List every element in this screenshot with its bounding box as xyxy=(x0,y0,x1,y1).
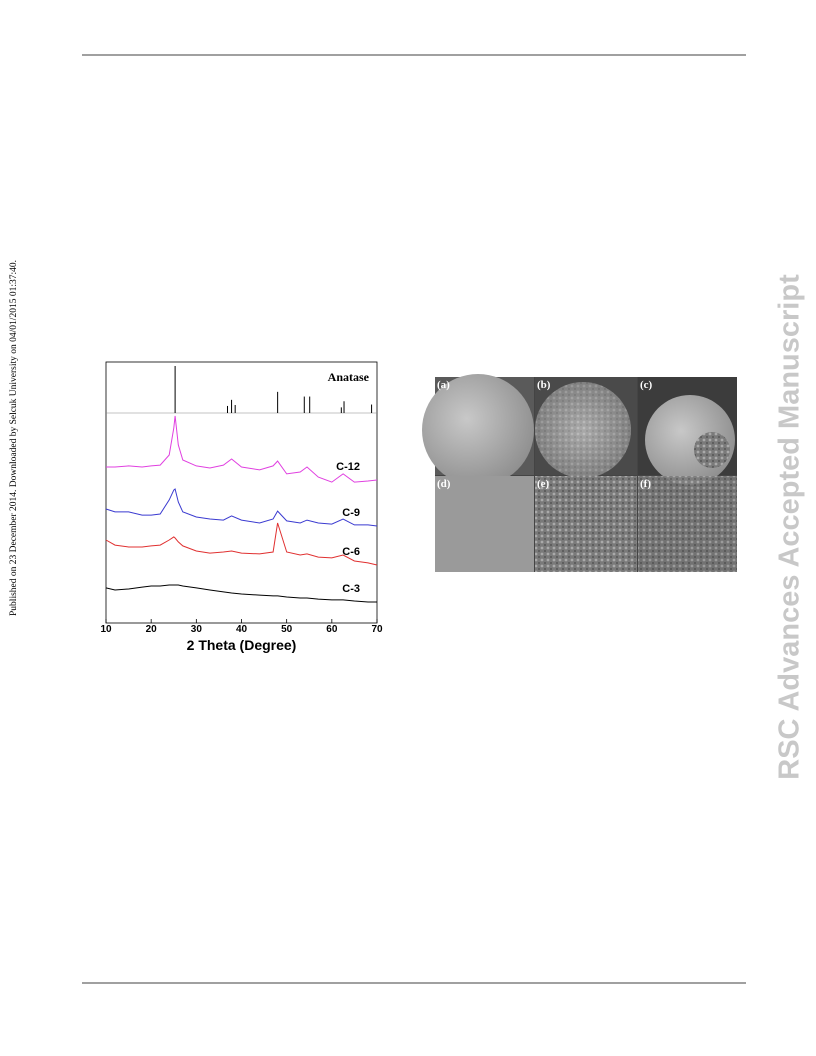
sem-image xyxy=(535,476,637,572)
x-tick-label: 20 xyxy=(146,624,158,635)
xrd-pattern xyxy=(106,415,378,483)
x-tick-label: 70 xyxy=(371,624,383,635)
xrd-pattern xyxy=(105,522,378,566)
xrd-pattern xyxy=(105,488,378,527)
sem-figure xyxy=(422,374,737,572)
sem-sphere-shade xyxy=(535,382,631,478)
legend-label: C-3 xyxy=(342,583,360,595)
legend-label: C-6 xyxy=(342,546,360,558)
x-axis-label: 2 Theta (Degree) xyxy=(187,637,297,653)
panel-label: (b) xyxy=(537,379,551,391)
x-tick-label: 10 xyxy=(100,624,112,635)
plot-frame xyxy=(105,361,378,624)
xrd-pattern xyxy=(105,584,377,603)
panel-label: (a) xyxy=(437,379,450,391)
x-tick-label: 30 xyxy=(191,624,203,635)
panel-label: (f) xyxy=(640,478,651,490)
legend-label: C-9 xyxy=(342,507,360,519)
x-tick-label: 40 xyxy=(236,624,248,635)
panel-label: (d) xyxy=(437,478,451,490)
sem-image xyxy=(435,476,534,572)
sem-particle xyxy=(694,432,730,468)
x-tick-label: 50 xyxy=(281,624,293,635)
sem-sphere xyxy=(422,374,534,486)
sem-image xyxy=(638,476,737,572)
x-tick-label: 60 xyxy=(326,624,338,635)
legend-label: C-12 xyxy=(336,461,360,473)
panel-label: (c) xyxy=(640,379,653,391)
reference-label: Anatase xyxy=(328,370,370,384)
panel-label: (e) xyxy=(537,478,550,490)
